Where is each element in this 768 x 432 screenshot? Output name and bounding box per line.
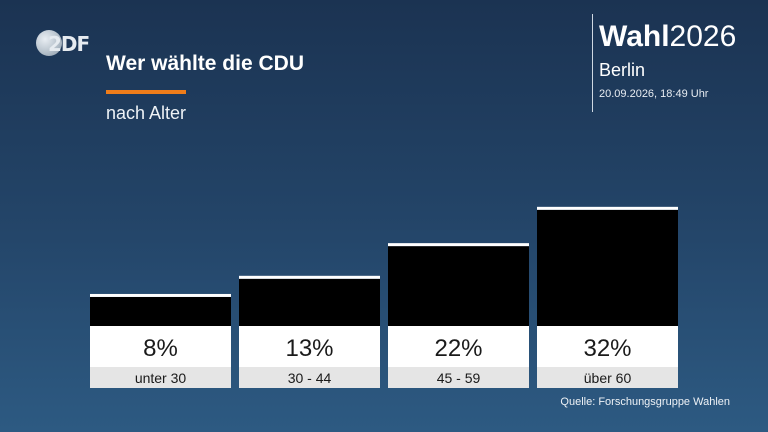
value-label-1: 8% [143,335,178,362]
bar-top-line-4 [537,206,678,210]
brand-city: Berlin [599,60,646,80]
title-accent-line [106,90,186,94]
bar-top-line-3 [388,243,529,247]
bar-top-line-2 [239,275,380,279]
bar-1 [90,296,231,326]
brand-wahl: Wahl [599,20,670,53]
logo-text: 2DF [48,32,90,56]
election-brand-box: Wahl2026 Berlin 20.09.2026, 18:49 Uhr [592,14,753,112]
bar-top-line-1 [90,293,231,297]
category-box-3 [388,367,529,388]
category-box-4 [537,367,678,388]
source-note: Quelle: Forschungsgruppe Wahlen [560,396,730,408]
category-label-1: unter 30 [135,370,187,386]
category-label-3: 45 - 59 [437,370,481,386]
value-label-2: 13% [285,335,333,362]
chart-title: Wer wählte die CDU [106,52,304,75]
logo-ball-icon [36,30,62,56]
category-box-1 [90,367,231,388]
brand-year: 2026 [669,20,737,53]
chart-subtitle: nach Alter [106,103,187,123]
category-box-2 [239,367,380,388]
category-label-4: über 60 [584,370,632,386]
category-label-2: 30 - 44 [288,370,332,386]
bar-3 [388,246,529,326]
bar-4 [537,209,678,326]
value-box-4 [537,326,678,367]
brand-heading: Wahl2026 [599,20,736,54]
value-box-1 [90,326,231,367]
value-label-4: 32% [583,335,631,362]
bar-2 [239,278,380,326]
value-box-2 [239,326,380,367]
value-box-3 [388,326,529,367]
value-label-3: 22% [434,335,482,362]
zdf-logo: 2DF [36,30,90,58]
brand-datetime: 20.09.2026, 18:49 Uhr [599,88,709,100]
